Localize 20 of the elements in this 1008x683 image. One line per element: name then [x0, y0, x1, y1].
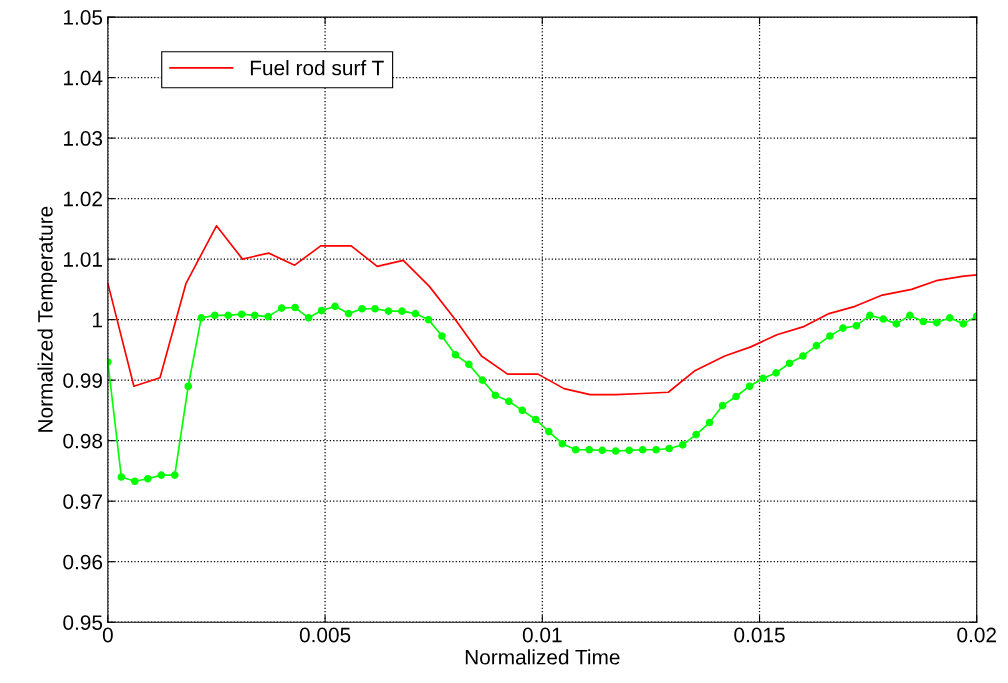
x-tick-label: 0.005: [299, 627, 351, 643]
x-tick-label: 0.01: [522, 627, 562, 643]
x-tick-label: 0: [102, 627, 113, 643]
legend-label: Fuel rod surf T: [250, 60, 384, 76]
y-tick-label: 1: [93, 312, 102, 328]
y-tick-label: 1.04: [64, 70, 103, 86]
x-axis-title: Normalized Time: [465, 649, 620, 665]
y-axis-title: Normalized Temperature: [37, 206, 57, 432]
y-tick-label: 0.99: [63, 373, 103, 388]
y-tick-label: 0.95: [63, 615, 103, 630]
y-tick-label: 0.97: [63, 494, 102, 509]
y-tick-label: 0.96: [63, 554, 103, 570]
x-tick-label: 0.015: [734, 627, 785, 643]
y-tick-label: 1.02: [64, 191, 102, 207]
y-tick-label: 1.05: [64, 10, 103, 25]
x-tick-label: 0.02: [957, 627, 996, 643]
y-tick-label: 1.03: [64, 131, 103, 146]
y-tick-label: 1.01: [64, 252, 102, 267]
line-series: [107, 225, 977, 396]
y-tick-label: 0.98: [63, 433, 103, 449]
